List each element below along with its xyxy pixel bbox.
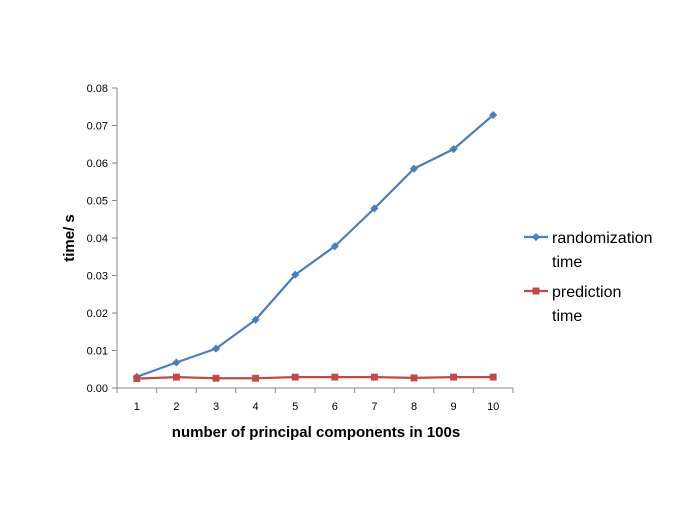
y-tick-label: 0.07 <box>87 121 108 133</box>
plot-area: 0.00 0.01 0.02 0.03 0.04 0.05 0.06 0.07 0.08 1 2 3 4… <box>87 83 514 413</box>
y-axis-title: time/ s <box>61 214 78 262</box>
data-point <box>211 344 221 353</box>
data-point <box>172 373 180 381</box>
y-tick-label: 0.04 <box>87 233 108 245</box>
data-point <box>251 315 260 324</box>
series-1 <box>132 110 498 381</box>
x-tick-label: 6 <box>332 401 338 413</box>
x-axis-title: number of principal components in 100s <box>172 424 460 441</box>
y-tick-label: 0.06 <box>87 158 108 170</box>
legend-swatch-marker <box>532 287 540 295</box>
data-point <box>449 144 458 154</box>
data-point <box>330 242 339 251</box>
data-point <box>331 373 339 381</box>
y-tick-label: 0.03 <box>87 271 108 283</box>
x-tick-label: 5 <box>292 401 298 413</box>
legend-label: prediction <box>552 284 621 301</box>
series-line <box>136 114 494 378</box>
data-point <box>291 373 299 381</box>
data-point <box>370 373 378 381</box>
legend: randomization time prediction time <box>524 230 653 325</box>
x-tick-label: 2 <box>173 401 179 413</box>
data-point <box>410 374 418 382</box>
legend-item-1: randomization time <box>524 230 653 271</box>
y-tick-label: 0.01 <box>87 346 108 358</box>
series-2 <box>133 373 497 383</box>
data-point <box>212 374 220 382</box>
data-point <box>370 204 379 213</box>
x-tick-label: 3 <box>213 401 219 413</box>
data-point <box>489 373 497 381</box>
data-point <box>409 164 419 173</box>
y-tick-label: 0.08 <box>87 83 108 95</box>
legend-swatch-marker <box>531 232 541 242</box>
x-tick-label: 10 <box>487 401 499 413</box>
legend-label: randomization <box>552 230 653 247</box>
legend-label: time <box>552 254 582 271</box>
data-point <box>133 375 141 383</box>
x-tick-label: 7 <box>371 401 377 413</box>
series-line <box>136 376 494 380</box>
y-tick-label: 0.05 <box>87 196 108 208</box>
x-tick-label: 4 <box>253 401 259 413</box>
data-point <box>291 270 300 279</box>
x-tick-label: 9 <box>451 401 457 413</box>
y-tick-label: 0.00 <box>87 383 108 395</box>
data-point <box>450 373 458 381</box>
x-tick-label: 8 <box>411 401 417 413</box>
legend-item-2: prediction time <box>524 284 621 325</box>
data-point <box>252 374 260 382</box>
data-point <box>489 110 498 120</box>
data-point <box>172 358 181 367</box>
legend-label: time <box>552 308 582 325</box>
y-tick-label: 0.02 <box>87 308 108 320</box>
x-tick-label: 1 <box>134 401 140 413</box>
